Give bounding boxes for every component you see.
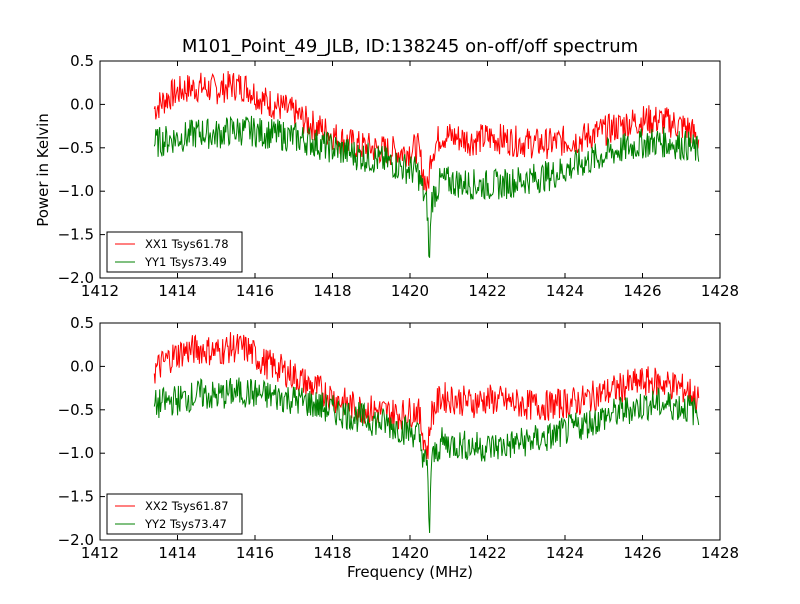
- chart-title: M101_Point_49_JLB, ID:138245 on-off/off …: [182, 36, 638, 57]
- x-tick-label: 1418: [313, 282, 351, 300]
- y-tick-label: 0.5: [70, 52, 94, 70]
- legend: XX1 Tsys61.78 YY1 Tsys73.49: [106, 231, 243, 273]
- x-tick-label: 1412: [81, 544, 119, 562]
- legend-label: XX2 Tsys61.87: [145, 499, 229, 513]
- plot-area: [153, 332, 700, 534]
- y-tick-label: −1.5: [58, 226, 94, 244]
- x-tick-label: 1422: [468, 282, 506, 300]
- y-tick-label: −2.0: [58, 531, 94, 549]
- x-tick-label: 1420: [391, 544, 429, 562]
- x-tick-label: 1426: [623, 282, 661, 300]
- x-tick-label: 1414: [158, 544, 196, 562]
- legend-label: YY2 Tsys73.47: [144, 517, 227, 531]
- x-tick-label: 1414: [158, 282, 196, 300]
- x-tick-label: 1418: [313, 544, 351, 562]
- legend-box: [106, 231, 243, 273]
- x-tick-label: 1426: [623, 544, 661, 562]
- y-tick-label: 0.0: [70, 357, 94, 375]
- legend-label: YY1 Tsys73.49: [144, 255, 227, 269]
- y-tick-label: −1.0: [58, 444, 94, 462]
- top-panel: 1412 1414 1416 1418 1420 1422 1424 1426 1428 0.5 0…: [58, 52, 740, 300]
- legend: XX2 Tsys61.87 YY2 Tsys73.47: [106, 493, 243, 535]
- series-line-yy-panel-1: [153, 115, 700, 258]
- y-axis-label: Power in Kelvin: [34, 113, 52, 227]
- x-tick-label: 1424: [546, 544, 584, 562]
- x-tick-label: 1416: [236, 282, 274, 300]
- bottom-panel: 1412 1414 1416 1418 1420 1422 1424 1426 1428 0.5 0…: [58, 314, 740, 562]
- y-tick-label: 0.5: [70, 314, 94, 332]
- x-tick-label: 1428: [701, 544, 739, 562]
- x-tick-label: 1424: [546, 282, 584, 300]
- plot-area: [153, 70, 700, 258]
- x-tick-label: 1412: [81, 282, 119, 300]
- y-tick-label: −0.5: [58, 401, 94, 419]
- x-tick-label: 1422: [468, 544, 506, 562]
- legend-label: XX1 Tsys61.78: [145, 237, 229, 251]
- x-tick-label: 1416: [236, 544, 274, 562]
- y-tick-label: −2.0: [58, 269, 94, 287]
- x-tick-label: 1420: [391, 282, 429, 300]
- legend-box: [106, 493, 243, 535]
- series-line-yy-panel-2: [153, 377, 700, 534]
- x-axis-label: Frequency (MHz): [347, 563, 473, 581]
- y-tick-label: −1.5: [58, 488, 94, 506]
- y-tick-label: −1.0: [58, 182, 94, 200]
- y-tick-label: 0.0: [70, 95, 94, 113]
- x-tick-label: 1428: [701, 282, 739, 300]
- y-tick-label: −0.5: [58, 139, 94, 157]
